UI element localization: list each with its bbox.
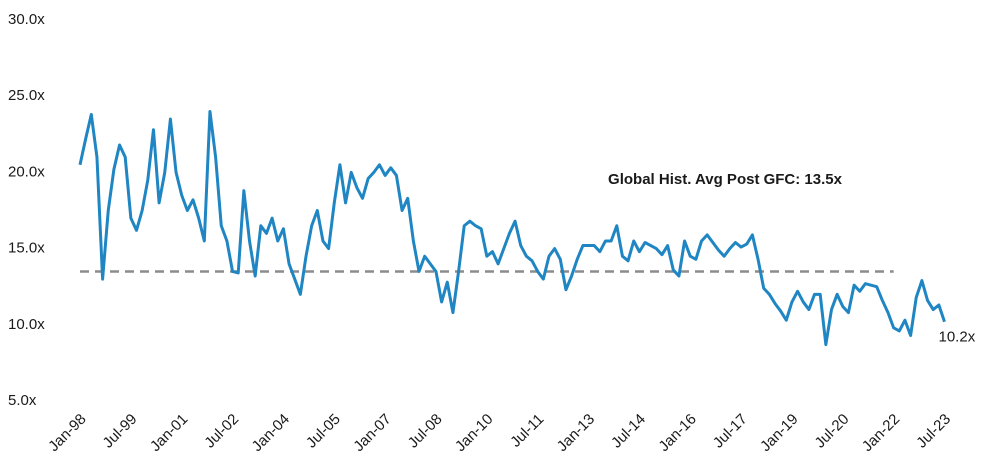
x-tick-label: Jul-14 <box>608 411 649 452</box>
x-tick-label: Jan-98 <box>45 411 89 455</box>
x-tick-label: Jul-17 <box>710 411 751 452</box>
y-tick-label: 5.0x <box>8 392 37 409</box>
x-tick-label: Jan-07 <box>350 411 394 455</box>
x-tick-label: Jul-02 <box>201 411 242 452</box>
reference-label: Global Hist. Avg Post GFC: 13.5x <box>608 171 843 188</box>
x-tick-label: Jan-13 <box>554 411 598 455</box>
y-tick-label: 15.0x <box>8 240 45 257</box>
x-tick-label: Jul-20 <box>812 411 853 452</box>
x-tick-label: Jul-99 <box>100 411 141 452</box>
x-tick-label: Jan-10 <box>452 411 496 455</box>
x-tick-label: Jul-08 <box>405 411 446 452</box>
y-tick-label: 30.0x <box>8 11 45 28</box>
x-tick-label: Jan-01 <box>147 411 191 455</box>
y-tick-label: 20.0x <box>8 163 45 180</box>
data-label: 10.2x <box>939 329 976 346</box>
x-tick-label: Jan-19 <box>757 411 801 455</box>
x-tick-label: Jul-23 <box>913 411 954 452</box>
x-tick-label: Jul-11 <box>507 411 547 451</box>
y-tick-label: 10.0x <box>8 316 45 333</box>
x-tick-label: Jan-22 <box>859 411 903 455</box>
x-tick-label: Jan-04 <box>249 411 293 455</box>
series-line <box>78 109 946 347</box>
x-tick-label: Jan-16 <box>655 411 699 455</box>
y-tick-label: 25.0x <box>8 87 45 104</box>
x-tick-label: Jul-05 <box>303 411 344 452</box>
